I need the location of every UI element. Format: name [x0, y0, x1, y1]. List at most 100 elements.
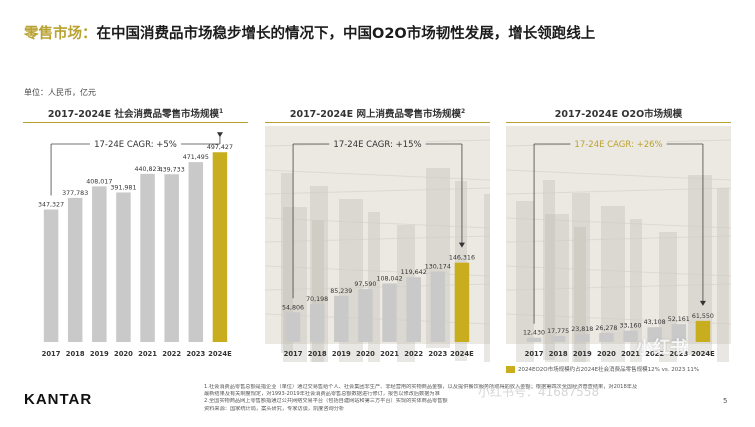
cagr-annotation: 17-24E CAGR: +15%	[333, 140, 421, 150]
bar	[526, 337, 542, 342]
photo-shape	[630, 219, 642, 362]
data-label: 497,427	[207, 144, 233, 151]
title-rule	[506, 122, 731, 123]
bar	[285, 312, 301, 342]
photo-line	[265, 313, 490, 325]
footnote-line: 资料来源：国家统计局，案头研究，专家访谈，凯度咨询分析	[204, 405, 345, 412]
title-rule	[23, 122, 248, 123]
data-label: 85,239	[330, 288, 352, 295]
data-label: 108,042	[377, 275, 403, 282]
tick-label: 2022	[645, 350, 664, 358]
data-label: 408,017	[86, 178, 112, 185]
footnote-line: 1.社会消费品零售总额是指企业（单位）通过交易售给个人、社会集团非生产、非经营用…	[204, 384, 638, 390]
photo-line	[506, 235, 731, 243]
photo-line	[265, 217, 490, 229]
watermark-id: 小红书号：41687558	[478, 385, 600, 399]
bar	[212, 152, 228, 342]
annotation-bg	[570, 138, 667, 150]
photo-line	[506, 283, 731, 291]
photo-line	[506, 265, 731, 277]
photo-line	[265, 283, 490, 291]
data-label: 347,327	[38, 202, 64, 209]
footnotes: 1.社会消费品零售总额是指企业（单位）通过交易售给个人、社会集团非生产、非经营用…	[204, 384, 704, 413]
bar	[309, 303, 325, 342]
data-label: 439,733	[159, 166, 185, 173]
bar-chart-o2o: 12,430 2017 17,775 2018 23,818 2019 26,278 2020…	[506, 126, 731, 362]
data-label: 471,495	[183, 154, 209, 161]
tick-label: 2024E	[691, 350, 715, 358]
bar	[92, 186, 107, 342]
bar	[430, 271, 446, 342]
tick-label: 2024E	[208, 350, 232, 358]
photo-line	[265, 169, 490, 181]
chart-title: 2017-2024E 网上消费品零售市场规模2	[289, 107, 466, 120]
page-number: 5	[723, 397, 728, 405]
bar	[334, 295, 349, 342]
tick-label: 2017	[284, 350, 303, 358]
data-label: 146,316	[449, 255, 475, 262]
tick-label: 2017	[525, 350, 544, 358]
tick-label: 2022	[162, 350, 181, 358]
tick-label: 2023	[428, 350, 447, 358]
photo-shape	[574, 227, 586, 362]
tick-label: 2020	[356, 350, 375, 358]
tick-label: 2017	[42, 350, 61, 358]
arrow-head-icon	[458, 242, 465, 248]
photo-line	[265, 265, 490, 277]
photo-shape	[572, 193, 590, 362]
photo-base	[506, 126, 731, 344]
tick-label: 2022	[404, 350, 423, 358]
data-label: 23,818	[571, 326, 593, 333]
arrow-head-icon	[699, 300, 706, 306]
annotation-bg	[329, 138, 426, 150]
bar	[671, 324, 687, 342]
bar	[647, 327, 662, 342]
tick-label: 2019	[573, 350, 592, 358]
bar	[140, 173, 155, 342]
bar	[454, 262, 470, 342]
tick-label: 2023	[669, 350, 688, 358]
chart-title: 2017-2024E 社会消费品零售市场规模1	[47, 107, 224, 120]
bar	[188, 162, 204, 342]
data-label: 440,823	[135, 166, 161, 173]
photo-base	[265, 126, 490, 344]
data-label: 130,174	[425, 263, 451, 270]
bar	[358, 289, 373, 342]
photo-shape	[543, 180, 555, 360]
data-label: 43,108	[644, 319, 666, 326]
data-label: 97,590	[354, 281, 376, 288]
data-label: 391,981	[110, 184, 136, 191]
tick-label: 2021	[380, 350, 399, 358]
bar	[623, 330, 638, 342]
cagr-annotation: 17-24E CAGR: +26%	[574, 140, 662, 150]
photo-line	[506, 169, 731, 181]
chart-title: 2017-2024E O2O市场规模	[554, 109, 683, 120]
data-label: 52,161	[668, 316, 690, 323]
bar	[116, 192, 131, 342]
bar-chart-retail: 347,327 2017 377,783 2018 408,017 2019 391,981…	[38, 132, 233, 358]
kantar-logo: KANTAR	[24, 391, 93, 408]
page-title: 零售市场：在中国消费品市场稳步增长的情况下，中国O2O市场韧性发展，增长领跑线上	[24, 22, 595, 43]
bar-chart-online: 54,806 2017 70,198 2018 85,239 2019 97,590 2020…	[265, 126, 490, 362]
tick-label: 2018	[308, 350, 327, 358]
tick-label: 2018	[66, 350, 85, 358]
background-photo	[506, 126, 731, 362]
bar	[67, 197, 83, 342]
tick-label: 2024E	[450, 350, 474, 358]
tick-label: 2020	[597, 350, 616, 358]
tick-label: 2019	[332, 350, 351, 358]
arrow-head-icon	[216, 132, 223, 138]
photo-line	[265, 187, 490, 195]
chart-panel-o2o: 2017-2024E O2O市场规模 12,430 2017 17,775 2018 2…	[506, 106, 731, 362]
photo-line	[506, 187, 731, 195]
bar	[164, 174, 179, 342]
tick-label: 2018	[549, 350, 568, 358]
photo-line	[265, 235, 490, 243]
data-label: 70,198	[306, 296, 328, 303]
photo-shape	[717, 188, 729, 362]
footnote-line: 最新结果及有关制度规定，对1993-2019年社会消费品零售总额数据进行修订，报…	[204, 391, 440, 398]
bar	[550, 335, 566, 342]
bar	[382, 283, 397, 342]
photo-shape	[281, 173, 293, 353]
bar	[43, 209, 59, 342]
